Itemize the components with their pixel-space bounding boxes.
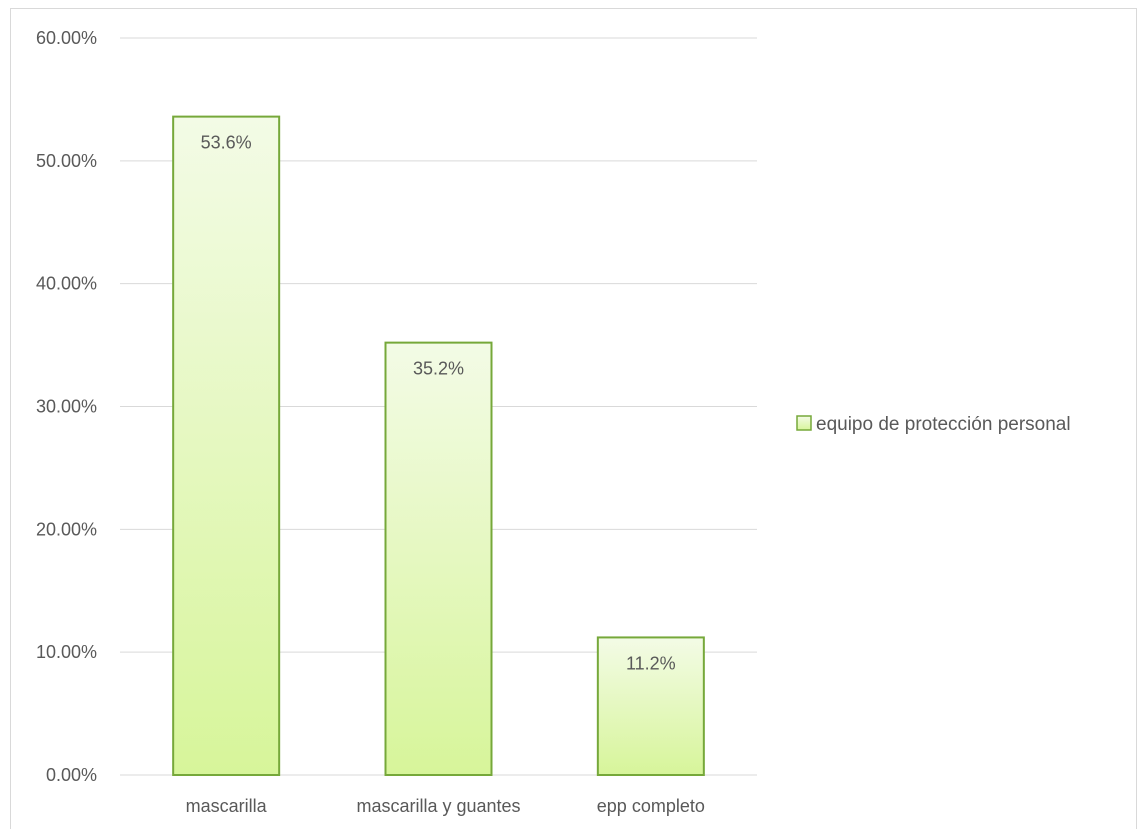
bar [596,636,705,777]
x-category-label: mascarilla [186,796,268,816]
y-tick-label: 40.00% [36,274,97,294]
y-tick-label: 0.00% [46,765,97,785]
y-tick-label: 60.00% [36,28,97,48]
data-label: 11.2% [626,653,676,673]
y-tick-label: 20.00% [36,519,97,539]
bar [384,341,493,776]
legend-swatch [796,415,812,431]
bars [172,115,705,777]
chart-frame [10,8,1137,829]
y-tick-label: 50.00% [36,151,97,171]
x-category-label: epp completo [597,796,705,816]
bar [172,115,281,776]
legend-label: equipo de protección personal [816,414,1071,435]
legend: equipo de protección personal [796,414,1071,435]
data-label: 53.6% [201,133,252,153]
y-tick-label: 30.00% [36,397,97,417]
x-category-label: mascarilla y guantes [356,796,520,816]
data-labels: 53.6% 35.2% 11.2% [201,133,676,674]
y-axis-tick-labels: 0.00% 10.00% 20.00% 30.00% 40.00% 50.00% 60.00… [36,28,97,785]
y-tick-label: 10.00% [36,642,97,662]
data-label: 35.2% [413,359,464,379]
x-axis-category-labels: mascarilla mascarilla y guantes epp comple… [186,796,705,816]
